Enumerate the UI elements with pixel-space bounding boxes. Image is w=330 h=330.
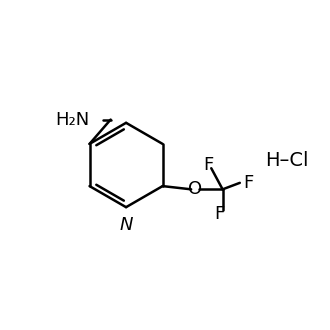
Text: H₂N: H₂N [55, 111, 89, 129]
Text: N: N [119, 216, 133, 234]
Text: F: F [244, 174, 254, 192]
Text: F: F [214, 205, 224, 223]
Text: F: F [203, 156, 213, 174]
Text: H–Cl: H–Cl [265, 150, 309, 170]
Text: O: O [188, 180, 202, 198]
